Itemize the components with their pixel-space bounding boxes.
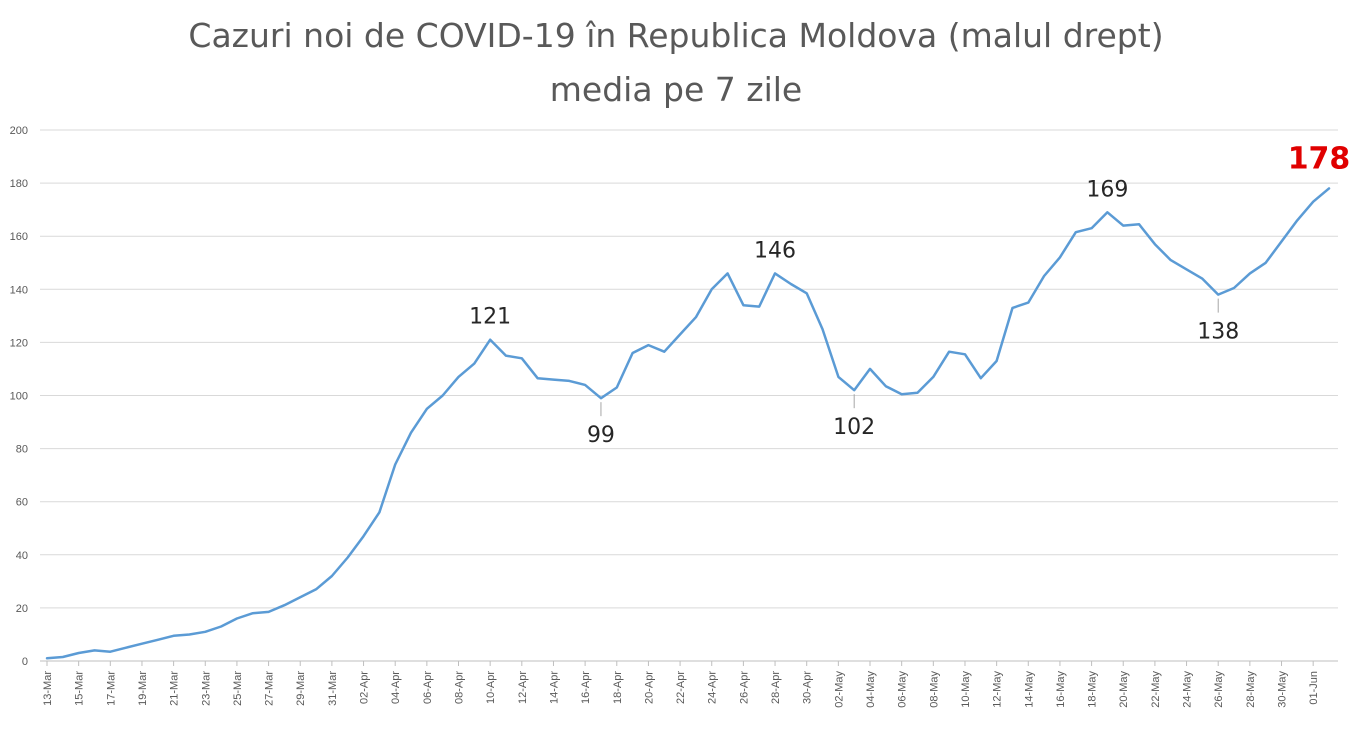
x-tick-label-29-Mar: 29-Mar [295,671,307,706]
x-tick-label-12-May: 12-May [992,671,1004,708]
y-tick-label-80: 80 [16,444,28,456]
annotation-label-99: 99 [587,423,615,448]
y-tick-label-20: 20 [16,603,28,615]
x-tick-label-25-Mar: 25-Mar [232,671,244,706]
x-tick-label-16-Apr: 16-Apr [580,671,592,704]
annotation-label-169: 169 [1086,177,1128,202]
y-tick-label-60: 60 [16,497,28,509]
x-tick-label-18-May: 18-May [1087,671,1099,708]
x-tick-label-08-Apr: 08-Apr [454,671,466,704]
x-tick-label-13-Mar: 13-Mar [42,671,54,706]
x-tick-label-17-Mar: 17-Mar [105,671,117,706]
chart-title: Cazuri noi de COVID-19 în Republica Mold… [188,16,1164,55]
x-tick-label-19-Mar: 19-Mar [137,671,149,706]
y-tick-label-200: 200 [10,125,28,137]
x-tick-label-20-Apr: 20-Apr [643,671,655,704]
x-tick-label-04-May: 04-May [865,671,877,708]
x-tick-label-22-Apr: 22-Apr [675,671,687,704]
x-tick-label-26-Apr: 26-Apr [738,671,750,704]
y-axis: 0 20 40 60 80 100 120 140 160 180 200 [10,125,28,668]
x-tick-label-02-May: 02-May [833,671,845,708]
annotation-label-121: 121 [469,305,511,330]
x-tick-label-04-Apr: 04-Apr [390,671,402,704]
x-tick-label-26-May: 26-May [1213,671,1225,708]
y-tick-label-160: 160 [10,231,28,243]
annotation-label-138: 138 [1197,320,1239,345]
y-tick-label-120: 120 [10,337,28,349]
y-tick-label-180: 180 [10,178,28,190]
x-tick-label-10-Apr: 10-Apr [485,671,497,704]
annotations-group: 121 99 146 102 169 138 178 [469,141,1350,448]
x-tick-label-31-Mar: 31-Mar [327,671,339,706]
x-tick-label-06-Apr: 06-Apr [422,671,434,704]
x-tick-label-18-Apr: 18-Apr [612,671,624,704]
x-tick-label-14-Apr: 14-Apr [548,671,560,704]
x-tick-label-15-Mar: 15-Mar [74,671,86,706]
x-tick-label-23-Mar: 23-Mar [200,671,212,706]
annotation-label-146: 146 [754,238,796,263]
y-tick-label-40: 40 [16,550,28,562]
x-tick-label-20-May: 20-May [1118,671,1130,708]
annotation-label-102: 102 [833,415,875,440]
x-tick-label-14-May: 14-May [1023,671,1035,708]
chart-subtitle: media pe 7 zile [549,70,803,109]
y-tick-label-140: 140 [10,284,28,296]
x-tick-label-02-Apr: 02-Apr [359,671,371,704]
x-tick-label-08-May: 08-May [928,671,940,708]
x-tick-label-30-May: 30-May [1277,671,1289,708]
x-tick-label-10-May: 10-May [960,671,972,708]
x-tick-label-28-Apr: 28-Apr [770,671,782,704]
x-tick-label-24-Apr: 24-Apr [707,671,719,704]
y-tick-label-0: 0 [22,656,28,668]
x-tick-label-01-Jun: 01-Jun [1308,671,1320,705]
x-tick-label-24-May: 24-May [1182,671,1194,708]
series-line-0 [45,187,1331,660]
y-tick-label-100: 100 [10,391,28,403]
series-group [45,187,1331,660]
x-tick-label-30-Apr: 30-Apr [802,671,814,704]
annotation-label-178: 178 [1288,141,1351,176]
x-axis: 13-Mar 15-Mar 17-Mar 19-Mar 21-Mar 23-Mar 25-M… [42,661,1320,708]
x-tick-label-21-Mar: 21-Mar [169,671,181,706]
x-tick-label-12-Apr: 12-Apr [517,671,529,704]
gridlines [40,129,1338,662]
x-tick-label-22-May: 22-May [1150,671,1162,708]
x-tick-label-06-May: 06-May [897,671,909,708]
x-tick-label-28-May: 28-May [1245,671,1257,708]
x-tick-label-16-May: 16-May [1055,671,1067,708]
x-tick-label-27-Mar: 27-Mar [264,671,276,706]
